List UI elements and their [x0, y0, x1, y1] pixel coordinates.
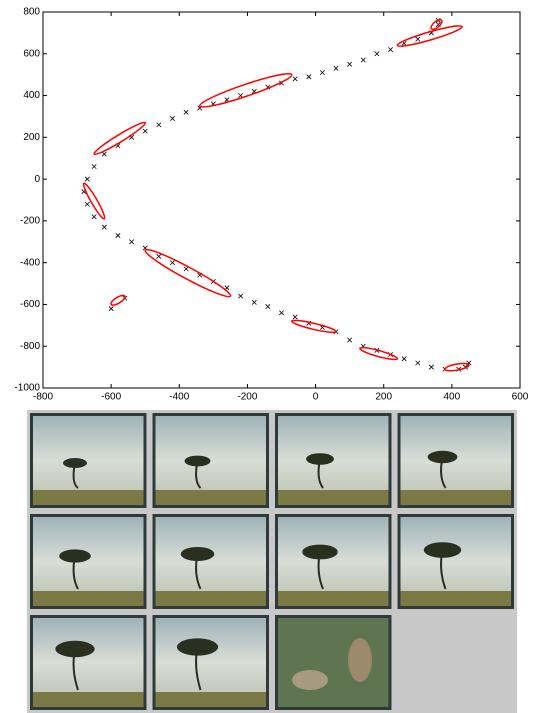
y-tick-label: -800 — [20, 341, 40, 352]
x-tick-label: -400 — [169, 392, 189, 403]
tree-crown — [177, 638, 218, 655]
thumbnail-detail — [292, 670, 328, 690]
thumbnail-ground — [156, 591, 267, 606]
x-tick-label: 200 — [375, 392, 392, 403]
thumbnail-ground — [278, 591, 389, 606]
thumbnail-ground — [33, 591, 144, 606]
tree-crown — [424, 542, 461, 558]
tree-crown — [185, 456, 211, 467]
thumbnail-ground — [401, 591, 512, 606]
plot-frame — [43, 12, 520, 388]
y-tick-label: 200 — [23, 132, 40, 143]
thumbnail-detail — [348, 638, 372, 682]
thumbnail-ground — [33, 490, 144, 505]
x-tick-label: -200 — [237, 392, 257, 403]
thumbnail-ground — [156, 692, 267, 707]
y-tick-label: -1000 — [14, 383, 40, 394]
x-tick-label: 400 — [444, 392, 461, 403]
thumbnail-ground — [33, 692, 144, 707]
tree-crown — [63, 458, 87, 468]
x-tick-label: 600 — [512, 392, 529, 403]
tree-crown — [428, 451, 458, 463]
tree-crown — [306, 453, 334, 465]
y-tick-label: 400 — [23, 90, 40, 101]
thumbnail-ground — [401, 490, 512, 505]
y-tick-label: 800 — [23, 7, 40, 18]
x-tick-label: 0 — [313, 392, 319, 403]
tree-crown — [59, 549, 91, 562]
tree-crown — [181, 547, 215, 561]
figure: -800-600-400-2000200400600-1000-800-600-… — [0, 0, 540, 713]
y-tick-label: -600 — [20, 299, 40, 310]
x-tick-label: -600 — [101, 392, 121, 403]
y-tick-label: 0 — [34, 174, 40, 185]
thumbnail-ground — [278, 490, 389, 505]
y-tick-label: 600 — [23, 48, 40, 59]
thumbnail-ground — [156, 490, 267, 505]
tree-crown — [302, 545, 338, 560]
thumbnail — [278, 618, 389, 707]
tree-crown — [55, 641, 94, 657]
y-tick-label: -200 — [20, 216, 40, 227]
y-tick-label: -400 — [20, 257, 40, 268]
